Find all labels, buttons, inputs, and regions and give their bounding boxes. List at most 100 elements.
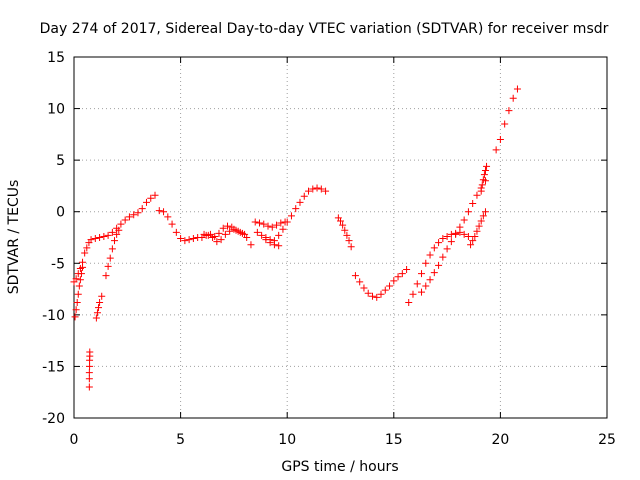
data-point (481, 208, 489, 216)
data-point (275, 231, 283, 239)
data-point (343, 231, 351, 239)
data-point (230, 225, 238, 233)
data-point (74, 290, 82, 298)
data-point (422, 282, 430, 290)
data-point (456, 223, 464, 231)
data-point (430, 244, 438, 252)
data-point (96, 234, 104, 241)
data-point (469, 237, 477, 245)
data-point (347, 243, 355, 251)
data-point (115, 226, 123, 234)
axis-ticks (73, 56, 608, 419)
data-point (368, 292, 376, 300)
series-track-19h-high (477, 162, 491, 195)
data-point (279, 225, 287, 233)
data-point (86, 348, 94, 356)
data-point (460, 230, 468, 238)
data-point (337, 217, 344, 225)
data-point (142, 198, 150, 206)
series-rise-1.1h (92, 292, 106, 322)
data-point (125, 213, 133, 221)
data-point (224, 222, 232, 230)
data-point (452, 230, 460, 238)
data-point (155, 207, 163, 215)
data-point (100, 232, 108, 240)
data-point (409, 290, 417, 298)
data-point (313, 184, 321, 192)
data-point (77, 270, 85, 278)
data-point (243, 234, 251, 241)
data-point (296, 198, 304, 206)
data-point (189, 235, 197, 243)
data-point (373, 293, 381, 301)
data-point (83, 244, 91, 252)
data-point (473, 227, 481, 235)
data-point (364, 289, 372, 297)
data-point (505, 107, 513, 115)
data-point (160, 208, 168, 216)
data-point (266, 239, 274, 247)
y-tick-label: 10 (47, 102, 65, 118)
data-point (104, 262, 112, 270)
x-tick-label: 5 (176, 432, 185, 448)
data-point (413, 280, 421, 288)
data-point (221, 230, 229, 238)
data-point (381, 286, 389, 294)
series-descent-12.5h (334, 214, 355, 251)
data-point (172, 228, 180, 236)
series-track-8.7h-low (253, 228, 283, 250)
y-axis-label: SDTVAR / TECUs (6, 180, 22, 295)
data-point (480, 171, 488, 179)
data-point (76, 276, 84, 284)
data-point (422, 259, 430, 267)
data-point (268, 223, 276, 231)
data-point (443, 245, 451, 253)
data-point (85, 383, 93, 391)
data-point (164, 213, 172, 221)
tick-labels: 0 5 10 15 20 25 -20 -15 -10 -5 0 5 10 15 (42, 50, 616, 448)
data-point (471, 232, 479, 240)
data-point (477, 217, 485, 225)
series-track-9h (262, 184, 330, 245)
data-point (262, 236, 270, 244)
data-point (102, 272, 110, 280)
data-point (134, 209, 142, 217)
data-point (464, 232, 472, 240)
data-point (481, 166, 489, 174)
data-point (138, 205, 146, 213)
data-point (92, 314, 100, 322)
y-tick-label: 15 (47, 50, 65, 66)
data-point (113, 230, 121, 238)
data-point (405, 298, 413, 306)
data-point (398, 270, 406, 278)
data-point (270, 241, 278, 249)
data-point (283, 218, 291, 226)
data-point (71, 313, 79, 321)
data-point (492, 146, 500, 154)
data-point (430, 269, 438, 277)
data-point (275, 242, 283, 250)
data-point (496, 136, 504, 144)
y-tick-label: -10 (42, 308, 65, 324)
data-point (418, 288, 426, 296)
data-point (292, 205, 300, 213)
data-point (104, 231, 112, 239)
data-point (98, 292, 106, 300)
data-point (443, 232, 451, 240)
data-point (95, 304, 103, 312)
data-point (435, 239, 443, 247)
data-point (217, 236, 225, 244)
data-point (121, 216, 129, 224)
data-point (360, 284, 368, 292)
data-point (351, 272, 359, 280)
data-point (390, 277, 398, 285)
data-point (513, 85, 521, 93)
data-point (75, 282, 83, 290)
data-point (151, 191, 159, 199)
data-point (130, 211, 138, 219)
data-point (439, 253, 447, 261)
data-point (403, 265, 411, 273)
data-point (478, 181, 486, 189)
data-point (426, 276, 434, 284)
series-main-track (70, 191, 249, 286)
